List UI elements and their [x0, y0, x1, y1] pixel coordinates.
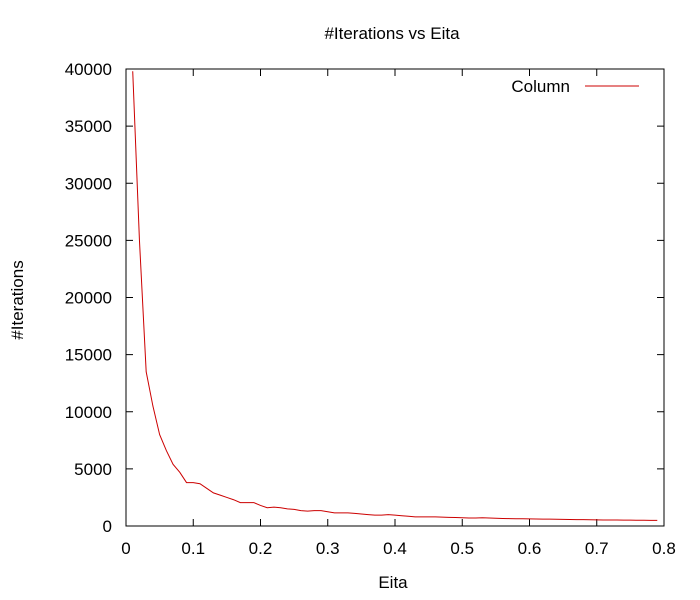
x-tick-label: 0.2	[249, 539, 273, 558]
y-tick-label: 10000	[65, 403, 112, 422]
x-tick-label: 0.5	[450, 539, 474, 558]
x-tick-label: 0.1	[181, 539, 205, 558]
x-tick-label: 0	[121, 539, 130, 558]
y-tick-label: 30000	[65, 174, 112, 193]
y-tick-label: 0	[103, 517, 112, 536]
x-tick-label: 0.3	[316, 539, 340, 558]
y-axis-ticks: 0 5000 10000 15000 20000 25000 30000 35000 40000	[65, 60, 664, 536]
y-tick-label: 5000	[74, 460, 112, 479]
y-tick-label: 20000	[65, 289, 112, 308]
legend: Column	[511, 77, 639, 96]
plot-frame	[125, 68, 665, 527]
x-axis-ticks: 0 0.1 0.2 0.3 0.4 0.5 0.6 0.7 0.8	[121, 69, 676, 558]
series-layer	[132, 71, 658, 521]
x-tick-label: 0.8	[652, 539, 676, 558]
chart-title: #Iterations vs Eita	[324, 24, 460, 43]
y-tick-label: 35000	[65, 117, 112, 136]
x-tick-label: 0.4	[383, 539, 407, 558]
x-axis-label: Eita	[378, 573, 408, 592]
y-tick-label: 40000	[65, 60, 112, 79]
series-line-column	[132, 71, 658, 521]
y-tick-label: 15000	[65, 346, 112, 365]
x-tick-label: 0.7	[585, 539, 609, 558]
legend-label: Column	[511, 77, 570, 96]
x-tick-label: 0.6	[518, 539, 542, 558]
y-axis-label: #Iterations	[8, 260, 27, 339]
y-tick-label: 25000	[65, 231, 112, 250]
